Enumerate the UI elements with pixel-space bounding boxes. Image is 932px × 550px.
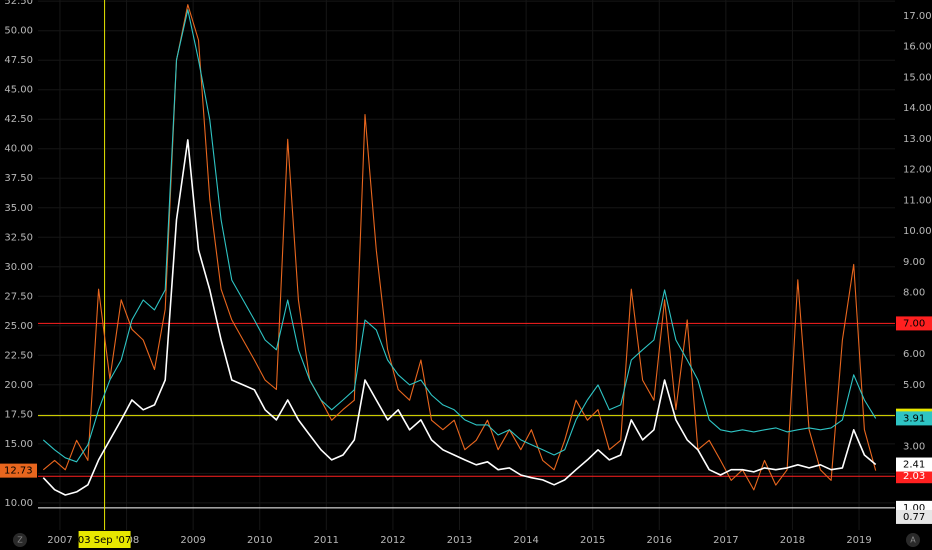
level-badge: 1.00 <box>903 503 925 514</box>
x-tick-label: 2009 <box>180 535 205 546</box>
plot-area <box>42 4 877 496</box>
x-tick-label: 2010 <box>247 535 272 546</box>
level-badge-bg <box>896 316 932 331</box>
x-tick-label: 2011 <box>314 535 339 546</box>
level-badge-bg <box>896 469 932 484</box>
level-badge: 7.00 <box>903 318 925 329</box>
marker-badge-bg <box>896 509 932 524</box>
y2-tick-label: 11.00 <box>903 195 932 206</box>
y2-tick-label: 16.00 <box>903 42 932 53</box>
y-tick-label: 50.00 <box>4 26 33 37</box>
last-value-badge: 2.41 <box>903 460 925 471</box>
y2-tick-label: 14.00 <box>903 103 932 114</box>
y2-tick-label: 12.00 <box>903 165 932 176</box>
last-value-badge: 12.73 <box>4 466 33 477</box>
scale-button-label: A <box>910 536 916 545</box>
x-tick-label: 2012 <box>380 535 405 546</box>
series-line <box>42 9 877 463</box>
y2-tick-label: 17.00 <box>903 11 932 22</box>
scale-button <box>13 533 27 547</box>
y-tick-label: 37.50 <box>4 173 33 184</box>
y-tick-label: 22.50 <box>4 350 33 361</box>
cursor-label: 03 Sep '07 <box>78 535 131 546</box>
y2-tick-label: 9.00 <box>903 257 925 268</box>
y-tick-label: 45.00 <box>4 85 33 96</box>
last-value-badge-bg <box>896 411 932 426</box>
y2-tick-label: 3.00 <box>903 441 925 452</box>
level-badge: 2.03 <box>903 471 925 482</box>
y-tick-label: 27.50 <box>4 291 33 302</box>
y-tick-label: 15.00 <box>4 439 33 450</box>
x-tick-label: 2017 <box>713 535 738 546</box>
x-tick-label: 2016 <box>647 535 672 546</box>
y2-tick-label: 10.00 <box>903 226 932 237</box>
y-tick-label: 30.00 <box>4 262 33 273</box>
cursor-badge-bg <box>78 531 131 548</box>
x-tick-label: 2014 <box>513 535 538 546</box>
y-tick-label: 20.00 <box>4 380 33 391</box>
y-tick-label: 42.50 <box>4 114 33 125</box>
marker-badge: 0.77 <box>903 512 925 523</box>
y2-tick-label: 13.00 <box>903 134 932 145</box>
y-tick-label: 52.50 <box>4 0 33 7</box>
y-tick-label: 35.00 <box>4 203 33 214</box>
y-tick-label: 40.00 <box>4 144 33 155</box>
last-value-badge: 3.91 <box>903 413 925 424</box>
last-value-badge-bg <box>0 463 37 478</box>
x-tick-label: 2019 <box>846 535 871 546</box>
y-tick-label: 10.00 <box>4 498 33 509</box>
x-tick-label: 2018 <box>780 535 805 546</box>
x-tick-label: 2015 <box>580 535 605 546</box>
y2-tick-label: 6.00 <box>903 349 925 360</box>
scale-button <box>906 533 920 547</box>
y-tick-label: 47.50 <box>4 55 33 66</box>
y2-tick-label: 8.00 <box>903 288 925 299</box>
x-tick-label: 2007 <box>47 535 72 546</box>
y-tick-label: 32.50 <box>4 232 33 243</box>
x-tick-label: 2013 <box>447 535 472 546</box>
last-value-badge-bg <box>896 457 932 472</box>
series-line <box>42 139 877 496</box>
y2-tick-label: 5.00 <box>903 380 925 391</box>
y-tick-label: 17.50 <box>4 409 33 420</box>
scale-button-label: Z <box>17 536 23 545</box>
y-tick-label: 25.00 <box>4 321 33 332</box>
y2-tick-label: 15.00 <box>903 72 932 83</box>
